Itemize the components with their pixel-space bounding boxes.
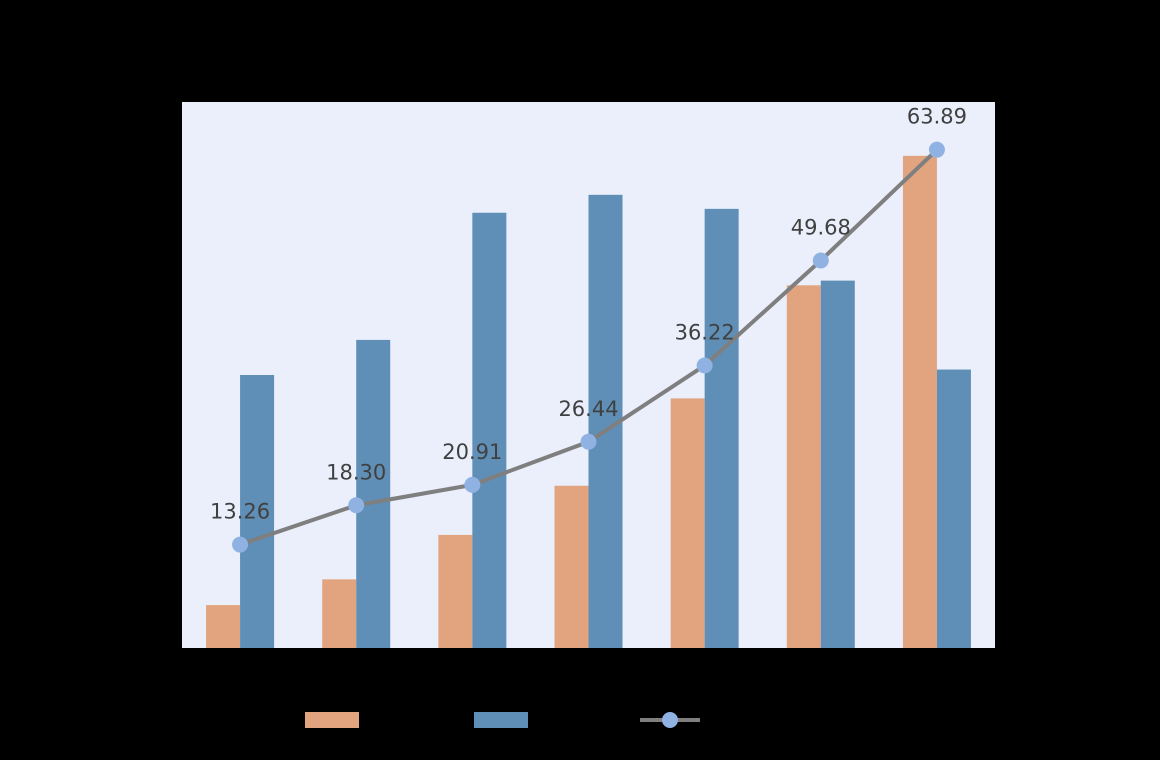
- data-label: 26.44: [558, 397, 618, 421]
- bar: [786, 285, 821, 648]
- bar: [704, 208, 739, 649]
- bar: [472, 212, 507, 648]
- bar: [554, 485, 589, 648]
- data-label: 49.68: [791, 215, 851, 239]
- bar: [240, 375, 275, 648]
- data-label: 63.89: [907, 105, 967, 129]
- line-marker: [812, 252, 829, 269]
- data-label: 36.22: [675, 320, 735, 344]
- legend-swatch: [474, 712, 528, 728]
- bar: [206, 605, 241, 648]
- bar: [936, 369, 971, 648]
- bar: [438, 534, 473, 648]
- bar: [820, 280, 855, 648]
- bar: [670, 398, 705, 648]
- data-label: 20.91: [442, 440, 502, 464]
- bar: [902, 155, 937, 648]
- line-marker: [696, 357, 713, 374]
- line-marker: [580, 433, 597, 450]
- data-label: 13.26: [210, 500, 270, 524]
- legend-swatch: [305, 712, 359, 728]
- line-marker: [232, 536, 249, 553]
- legend-marker: [662, 712, 678, 728]
- line-marker: [928, 141, 945, 158]
- data-label: 18.30: [326, 460, 386, 484]
- line-marker: [348, 497, 365, 514]
- bar: [322, 579, 357, 648]
- bar: [356, 339, 391, 648]
- line-marker: [464, 476, 481, 493]
